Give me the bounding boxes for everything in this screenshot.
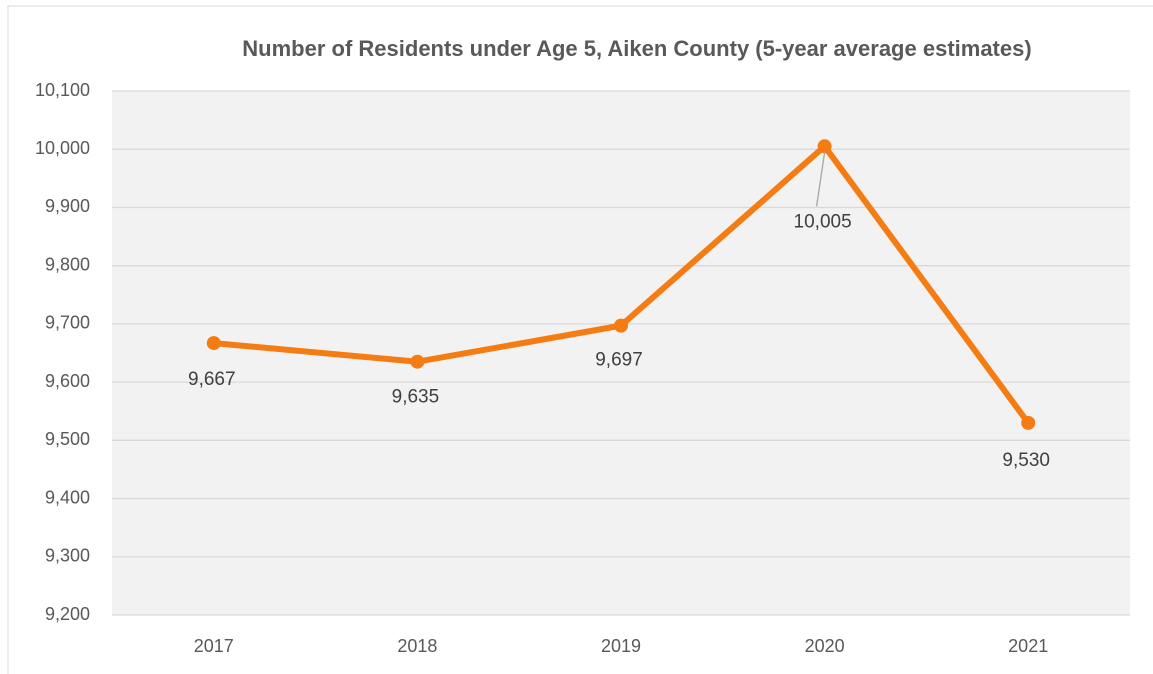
y-tick-label: 10,000 bbox=[35, 138, 90, 158]
point bbox=[817, 139, 832, 154]
point bbox=[1021, 415, 1036, 430]
x-tick-label: 2020 bbox=[805, 636, 845, 656]
y-tick-label: 9,800 bbox=[45, 254, 90, 274]
y-tick-label: 10,100 bbox=[35, 80, 90, 100]
data-label: 9,697 bbox=[595, 350, 643, 371]
y-tick-label: 9,900 bbox=[45, 196, 90, 216]
point bbox=[614, 318, 628, 333]
data-label: 9,667 bbox=[188, 369, 236, 390]
point bbox=[206, 336, 221, 351]
data-label: 10,005 bbox=[794, 211, 852, 232]
data-label: 9,530 bbox=[1002, 450, 1050, 471]
y-tick-label: 9,600 bbox=[45, 371, 90, 391]
data-label: 9,635 bbox=[392, 387, 440, 408]
x-tick-label: 2017 bbox=[194, 636, 234, 656]
point bbox=[410, 354, 425, 369]
y-tick-label: 9,700 bbox=[45, 313, 90, 333]
chart-title: Number of Residents under Age 5, Aiken C… bbox=[242, 36, 1031, 61]
x-tick-label: 2018 bbox=[397, 636, 437, 656]
x-tick-label: 2021 bbox=[1008, 636, 1048, 656]
leader-line bbox=[815, 152, 826, 207]
plot-area bbox=[112, 91, 1130, 615]
y-tick-label: 9,300 bbox=[45, 546, 90, 566]
y-tick-label: 9,500 bbox=[45, 429, 90, 449]
y-tick-label: 9,400 bbox=[45, 487, 90, 507]
y-tick-label: 9,200 bbox=[45, 604, 90, 624]
x-tick-label: 2019 bbox=[601, 636, 641, 656]
chart-frame bbox=[7, 5, 1153, 674]
